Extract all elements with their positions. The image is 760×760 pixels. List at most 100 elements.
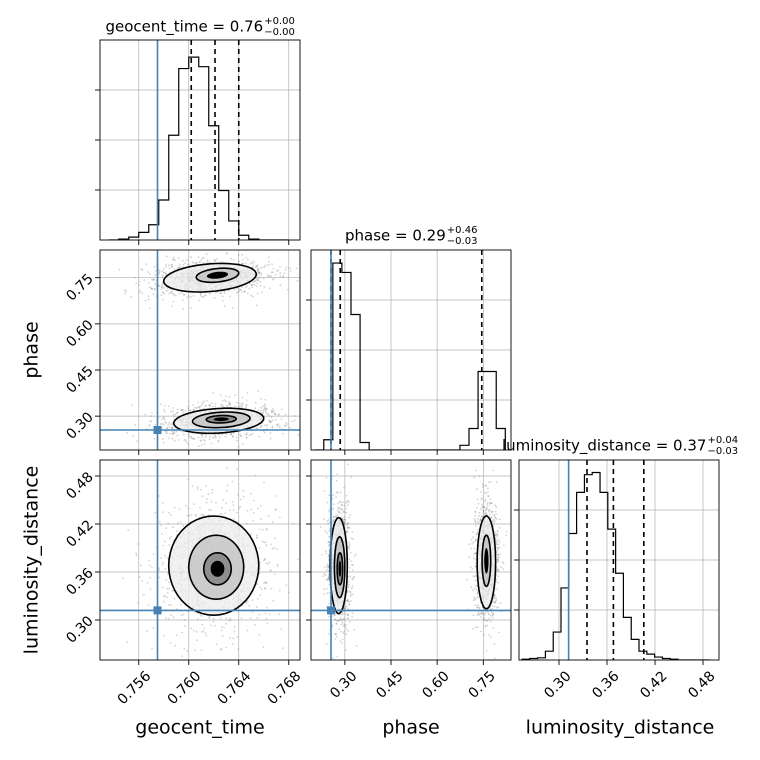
grid-0-0 [100,40,300,240]
sample-point [197,256,200,258]
sample-point [256,616,259,619]
sample-point [152,553,155,555]
sample-point [165,265,168,268]
sample-point [483,618,485,621]
sample-point [197,618,199,621]
sample-point [342,510,345,512]
sample-point [281,647,284,650]
truth-marker [153,606,162,615]
sample-point [250,294,252,297]
sample-point [273,277,275,280]
sample-point [256,268,259,271]
sample-point [149,576,151,579]
sample-point [273,573,276,576]
sample-point [339,512,342,514]
sample-point [326,592,329,594]
sample-point [295,267,298,270]
sample-point [191,485,194,487]
sample-point [258,272,260,274]
sample-point [250,261,253,264]
sample-point [259,425,262,428]
sample-point [183,293,186,296]
sample-point [338,628,340,630]
sample-point [335,622,338,625]
sample-point [177,522,179,524]
sample-point [346,530,348,533]
sample-point [149,588,152,591]
sample-point [195,514,198,516]
sample-point [267,413,269,415]
sample-point [346,522,349,525]
sample-point [272,408,274,410]
sample-point [197,406,199,409]
sample-point [235,436,238,439]
sample-point [255,304,258,307]
sample-point [187,443,189,445]
sample-point [239,435,242,437]
sample-point [344,613,347,616]
sample-point [348,526,351,529]
y-ticks-phase: 0.300.450.600.75 [63,271,100,443]
sample-point [280,408,283,411]
sample-point [259,274,262,276]
sample-point [296,279,299,282]
sample-point [326,578,329,581]
sample-point [488,509,491,511]
sample-point [496,535,499,538]
sample-point [335,515,338,517]
sample-point [245,404,248,407]
sample-point [348,620,351,623]
sample-point [196,488,199,491]
sample-point [176,267,179,270]
sample-point [229,433,232,436]
sample-point [188,514,191,517]
sample-point [255,285,258,288]
sample-point [322,575,324,578]
sample-point [248,605,251,607]
sample-point [246,629,249,632]
sample-point [347,546,350,548]
sample-point [495,513,497,515]
sample-point [349,575,352,578]
sample-point [499,602,502,604]
sample-point [260,406,262,409]
y-tick-label: 0.48 [63,469,96,502]
sample-point [221,634,224,637]
sample-point [205,501,208,504]
sample-point [345,530,348,532]
sample-point [165,527,168,530]
x-tick-label: 0.75 [466,668,499,701]
sample-point [205,399,208,402]
sample-point [319,526,322,528]
sample-point [480,616,482,618]
truth-marker [153,426,162,434]
sample-point [498,569,500,572]
sample-point [473,552,475,555]
sample-point [168,544,171,546]
sample-point [241,253,244,256]
sample-point [202,296,205,298]
sample-point [180,292,183,294]
sample-point [487,505,489,507]
sample-point [209,403,211,406]
sample-point [331,624,334,627]
sample-point [482,515,485,518]
sample-point [489,501,492,504]
sample-point [151,566,153,569]
sample-point [261,412,264,415]
sample-point [220,648,223,650]
sample-point [173,259,176,261]
sample-point [339,507,342,510]
sample-point [474,558,477,561]
sample-point [474,575,476,578]
sample-point [488,618,491,620]
sample-point [284,414,287,416]
sample-point [239,433,241,436]
sample-point [257,278,260,281]
sample-point [147,295,150,298]
sample-point [241,262,243,265]
sample-point [263,407,266,410]
sample-point [194,515,197,517]
sample-point [160,294,163,297]
sample-point [344,518,346,521]
